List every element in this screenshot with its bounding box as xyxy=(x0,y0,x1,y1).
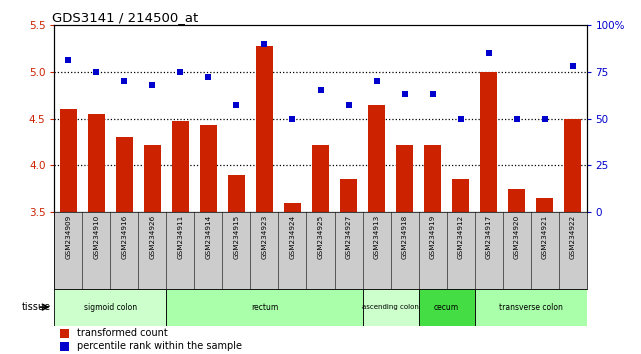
Point xyxy=(371,78,381,84)
Point xyxy=(260,41,270,46)
Text: GDS3141 / 214500_at: GDS3141 / 214500_at xyxy=(52,11,198,24)
Text: GSM234909: GSM234909 xyxy=(65,215,72,259)
Bar xyxy=(144,145,161,212)
Text: GSM234924: GSM234924 xyxy=(290,215,296,259)
Text: cecum: cecum xyxy=(434,303,459,312)
Bar xyxy=(368,104,385,212)
Bar xyxy=(474,289,587,326)
Bar xyxy=(60,342,69,350)
Point xyxy=(539,116,549,121)
Point xyxy=(399,91,410,97)
Text: GSM234919: GSM234919 xyxy=(429,215,435,259)
Bar xyxy=(60,109,77,212)
Text: transformed count: transformed count xyxy=(78,328,168,338)
Point xyxy=(92,69,102,74)
Text: transverse colon: transverse colon xyxy=(499,303,562,312)
Bar xyxy=(396,145,413,212)
Text: GSM234923: GSM234923 xyxy=(262,215,267,259)
Text: GSM234912: GSM234912 xyxy=(458,215,463,259)
Point xyxy=(315,87,326,93)
Bar xyxy=(256,46,273,212)
Bar xyxy=(452,179,469,212)
Text: GSM234925: GSM234925 xyxy=(317,215,324,259)
Bar xyxy=(419,289,474,326)
Text: GSM234921: GSM234921 xyxy=(542,215,547,259)
Point xyxy=(428,91,438,97)
Point xyxy=(483,50,494,56)
Bar xyxy=(116,137,133,212)
Text: GSM234915: GSM234915 xyxy=(233,215,240,259)
Point xyxy=(203,74,213,80)
Point xyxy=(567,63,578,69)
Point xyxy=(119,78,129,84)
Point xyxy=(147,82,158,88)
Bar xyxy=(54,289,167,326)
Bar xyxy=(200,125,217,212)
Bar xyxy=(312,145,329,212)
Text: tissue: tissue xyxy=(22,302,51,312)
Bar xyxy=(172,121,189,212)
Bar xyxy=(363,289,419,326)
Text: GSM234916: GSM234916 xyxy=(122,215,128,259)
Text: GSM234911: GSM234911 xyxy=(178,215,183,259)
Bar xyxy=(228,175,245,212)
Point xyxy=(231,103,242,108)
Point xyxy=(344,103,354,108)
Bar xyxy=(340,179,357,212)
Point xyxy=(63,58,74,63)
Text: GSM234914: GSM234914 xyxy=(206,215,212,259)
Bar xyxy=(564,119,581,212)
Point xyxy=(287,116,297,121)
Bar xyxy=(88,114,105,212)
Text: GSM234913: GSM234913 xyxy=(374,215,379,259)
Text: percentile rank within the sample: percentile rank within the sample xyxy=(78,341,242,352)
Text: GSM234917: GSM234917 xyxy=(485,215,492,259)
Bar xyxy=(167,289,363,326)
Text: GSM234920: GSM234920 xyxy=(513,215,519,259)
Text: GSM234926: GSM234926 xyxy=(149,215,156,259)
Text: ascending colon: ascending colon xyxy=(362,304,419,310)
Bar xyxy=(424,145,441,212)
Text: GSM234910: GSM234910 xyxy=(94,215,99,259)
Text: GSM234927: GSM234927 xyxy=(345,215,351,259)
Point xyxy=(455,116,465,121)
Text: rectum: rectum xyxy=(251,303,278,312)
Bar xyxy=(60,329,69,338)
Text: GSM234918: GSM234918 xyxy=(401,215,408,259)
Text: GSM234922: GSM234922 xyxy=(569,215,576,259)
Point xyxy=(512,116,522,121)
Point xyxy=(176,69,186,74)
Text: sigmoid colon: sigmoid colon xyxy=(84,303,137,312)
Bar xyxy=(508,189,525,212)
Bar xyxy=(536,198,553,212)
Bar xyxy=(480,72,497,212)
Bar xyxy=(284,203,301,212)
